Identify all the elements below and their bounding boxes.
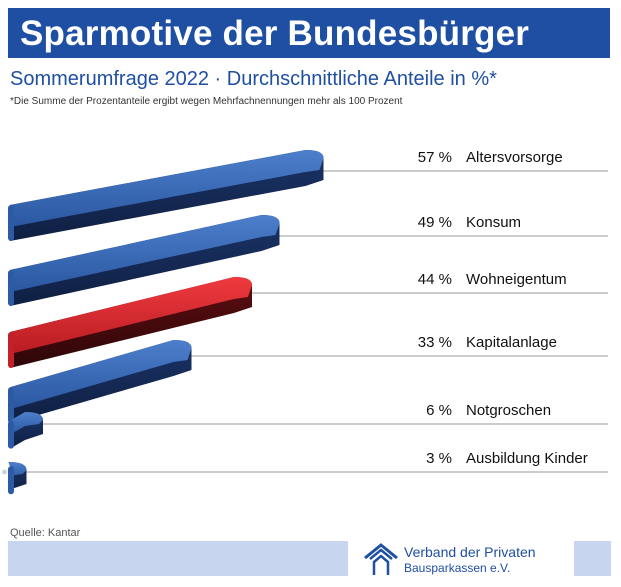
title-bar: Sparmotive der Bundesbürger [8, 8, 610, 58]
publisher-logo: Verband der Privaten Bausparkassen e.V. [358, 540, 568, 578]
value-label: 3 % [426, 450, 452, 467]
footnote: *Die Summe der Prozentanteile ergibt weg… [10, 96, 403, 107]
bar-cap [8, 270, 14, 306]
logo-text-line1: Verband der Privaten [404, 544, 536, 560]
category-label: Wohneigentum [466, 271, 567, 288]
value-label: 33 % [418, 334, 452, 351]
value-label: 44 % [418, 271, 452, 288]
bar [10, 150, 324, 227]
value-label: 57 % [418, 149, 452, 166]
logo-text-line2: Bausparkassen e.V. [404, 561, 511, 575]
bar-cap [8, 205, 14, 241]
source-note: Quelle: Kantar [10, 527, 81, 539]
bar [10, 340, 192, 410]
value-label: 6 % [426, 402, 452, 419]
bar-cap [8, 420, 14, 449]
bar-cap [8, 332, 14, 368]
footer-band-left [8, 541, 348, 576]
bar [8, 462, 27, 481]
chart-subtitle: Sommerumfrage 2022 · Durchschnittliche A… [10, 68, 497, 90]
category-label: Altersvorsorge [466, 149, 563, 166]
category-label: Konsum [466, 214, 521, 231]
footer-band-right [574, 541, 611, 576]
category-label: Ausbildung Kinder [466, 450, 588, 467]
bar [10, 412, 43, 435]
leader-dot [1, 468, 8, 476]
bar-cap [8, 387, 14, 424]
chart-title: Sparmotive der Bundesbürger [20, 14, 530, 53]
bar [10, 215, 280, 292]
bar-highlight [10, 277, 252, 354]
house-icon [364, 543, 398, 575]
value-label: 49 % [418, 214, 452, 231]
bar-cap [8, 466, 14, 495]
category-label: Notgroschen [466, 402, 551, 419]
category-label: Kapitalanlage [466, 334, 557, 351]
